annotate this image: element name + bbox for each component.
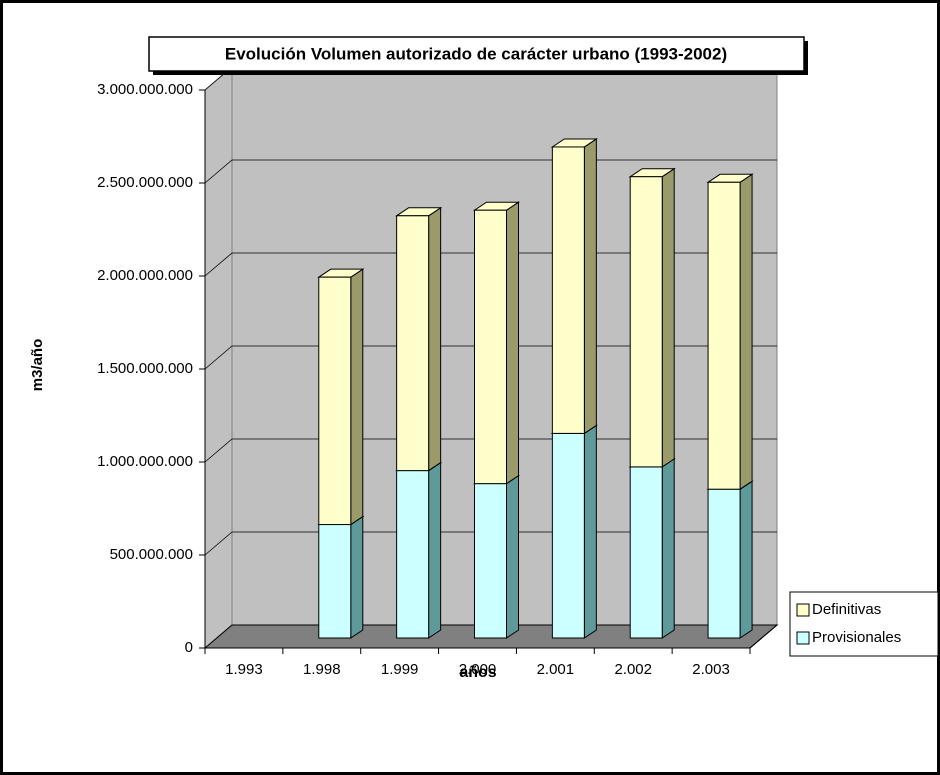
- x-tick-label: 1.998: [303, 661, 341, 678]
- legend-swatch: [796, 603, 810, 617]
- title-box: [148, 36, 805, 72]
- bar: [707, 488, 741, 639]
- y-axis-label: m3/año: [29, 339, 46, 392]
- y-tick-label: 3.000.000.000: [97, 81, 193, 98]
- y-tick-label: 1.500.000.000: [97, 360, 193, 377]
- bar-side: [350, 268, 364, 526]
- bar: [396, 215, 430, 472]
- bar-side: [428, 461, 442, 639]
- bar-side: [661, 457, 675, 639]
- bar-side: [506, 201, 519, 485]
- legend-swatch: [796, 631, 810, 645]
- bar: [474, 209, 507, 485]
- y-tick-label: 2.500.000.000: [97, 174, 193, 191]
- bar-side: [739, 480, 753, 639]
- bar-side: [583, 424, 597, 639]
- y-tick-label: 2.000.000.000: [97, 267, 193, 284]
- chart-title: Evolución Volumen autorizado de carácter…: [225, 44, 727, 63]
- bar: [318, 524, 352, 639]
- bar: [396, 470, 430, 639]
- plot-area: [199, 65, 779, 654]
- legend: Definitivas Provisionales: [796, 601, 901, 646]
- bar-side: [661, 167, 675, 468]
- bar: [707, 181, 741, 490]
- x-tick-label: 1.993: [225, 661, 263, 678]
- floor-edge: [749, 624, 778, 649]
- y-tick-label: 1.000.000.000: [97, 453, 193, 470]
- x-axis-label: años: [459, 664, 496, 681]
- x-tick-label: 1.999: [381, 661, 419, 678]
- bar: [474, 483, 507, 639]
- bar-side: [428, 206, 442, 472]
- bar: [629, 176, 663, 468]
- bar-side: [583, 138, 597, 435]
- bar: [551, 432, 585, 639]
- bar-side: [350, 515, 364, 639]
- legend-label: Definitivas: [812, 601, 881, 618]
- y-tick-label: 0: [185, 639, 193, 656]
- bar-side: [739, 173, 753, 491]
- y-tick-label: 500.000.000: [110, 546, 193, 563]
- bar: [629, 466, 663, 639]
- x-tick-label: 2.002: [614, 661, 652, 678]
- x-tick-label: 2.000: [459, 661, 497, 678]
- legend-box: [789, 591, 939, 657]
- bar-side: [506, 474, 519, 639]
- x-tick-label: 2.003: [692, 661, 730, 678]
- bar: [551, 146, 585, 434]
- legend-label: Provisionales: [812, 629, 901, 646]
- bar: [318, 276, 352, 526]
- x-tick-label: 2.001: [537, 661, 575, 678]
